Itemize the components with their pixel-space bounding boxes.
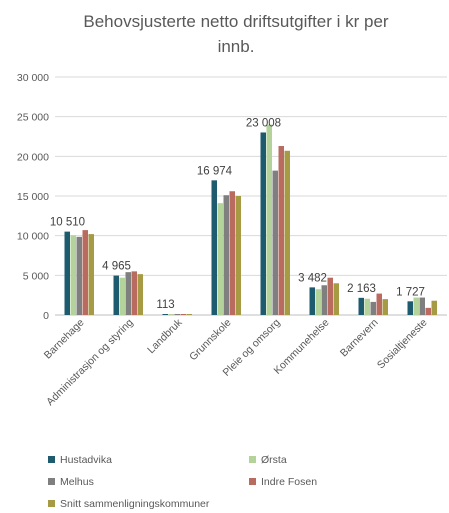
legend-label: Indre Fosen [261, 476, 317, 488]
y-tick-label: 10 000 [17, 231, 49, 243]
legend-swatch [48, 456, 55, 463]
data-label: 10 510 [50, 217, 85, 229]
y-tick-label: 0 [43, 310, 49, 322]
bar [376, 293, 382, 315]
bar [315, 289, 321, 315]
data-labels: 10 510 4 965 113 16 974 23 008 3 482 2 163 1 72… [50, 117, 425, 311]
bar [217, 203, 223, 315]
bar [76, 236, 82, 315]
bar [431, 300, 437, 315]
data-label: 2 163 [347, 283, 376, 295]
data-label: 4 965 [102, 261, 131, 273]
legend-label: Melhus [60, 476, 94, 488]
bar [358, 297, 364, 315]
x-category-label: Sosialtjeneste [375, 317, 430, 372]
legend-label: Snitt sammenligningskommuner [60, 498, 210, 510]
bar [235, 196, 241, 315]
legend-label: Hustadvika [60, 454, 112, 466]
y-tick-label: 30 000 [17, 72, 49, 84]
data-label: 3 482 [298, 272, 327, 284]
bar [137, 274, 143, 315]
legend-swatch [48, 478, 55, 485]
bar [64, 231, 70, 315]
bar [272, 170, 278, 315]
x-category-label: Landbruk [145, 316, 185, 356]
bar [382, 299, 388, 315]
bar [70, 235, 76, 315]
bar [113, 275, 119, 315]
bar [284, 150, 290, 315]
x-category-label: Barnehage [42, 317, 87, 362]
x-category-label: Grunnskole [187, 317, 234, 364]
bar [419, 297, 425, 315]
bar [125, 272, 131, 315]
bar [266, 124, 272, 315]
bar [370, 301, 376, 315]
chart-title-line-1: Behovsjusterte netto driftsutgifter i kr… [83, 12, 389, 31]
bar [407, 301, 413, 315]
bar [425, 307, 431, 315]
bar [223, 195, 229, 315]
data-label: 113 [156, 299, 174, 311]
gridlines [55, 76, 447, 316]
legend-label: Ørsta [261, 454, 287, 466]
y-axis: 0 5 000 10 000 15 000 20 000 25 000 30 000 [17, 72, 49, 322]
bar [131, 271, 137, 315]
bar [321, 285, 327, 315]
data-label: 16 974 [197, 165, 233, 177]
y-tick-label: 5 000 [23, 270, 49, 282]
bar [211, 180, 217, 315]
bar [278, 146, 284, 315]
chart-title-line-2: innb. [218, 37, 255, 56]
bar [162, 314, 168, 315]
legend-swatch [48, 500, 55, 507]
bar [413, 297, 419, 315]
y-tick-label: 15 000 [17, 191, 49, 203]
bar [229, 191, 235, 315]
bar [174, 314, 180, 315]
legend: Hustadvika Ørsta Melhus Indre Fosen Snitt sa… [48, 454, 317, 510]
bar [82, 230, 88, 315]
bar [168, 314, 174, 315]
y-tick-label: 20 000 [17, 151, 49, 163]
legend-swatch [249, 478, 256, 485]
bar [180, 314, 186, 315]
bar [333, 283, 339, 315]
x-category-label: Administrasjon og styring [44, 317, 136, 409]
y-tick-label: 25 000 [17, 112, 49, 124]
bar [309, 287, 315, 315]
data-label: 1 727 [396, 286, 425, 298]
data-label: 23 008 [246, 117, 281, 129]
bar [327, 277, 333, 315]
bars [64, 124, 437, 315]
x-category-label: Barnevern [338, 317, 381, 360]
legend-swatch [249, 456, 256, 463]
bar [88, 234, 94, 315]
bar [119, 277, 125, 315]
bar [364, 298, 370, 315]
bar [186, 314, 192, 315]
bar [260, 132, 266, 315]
